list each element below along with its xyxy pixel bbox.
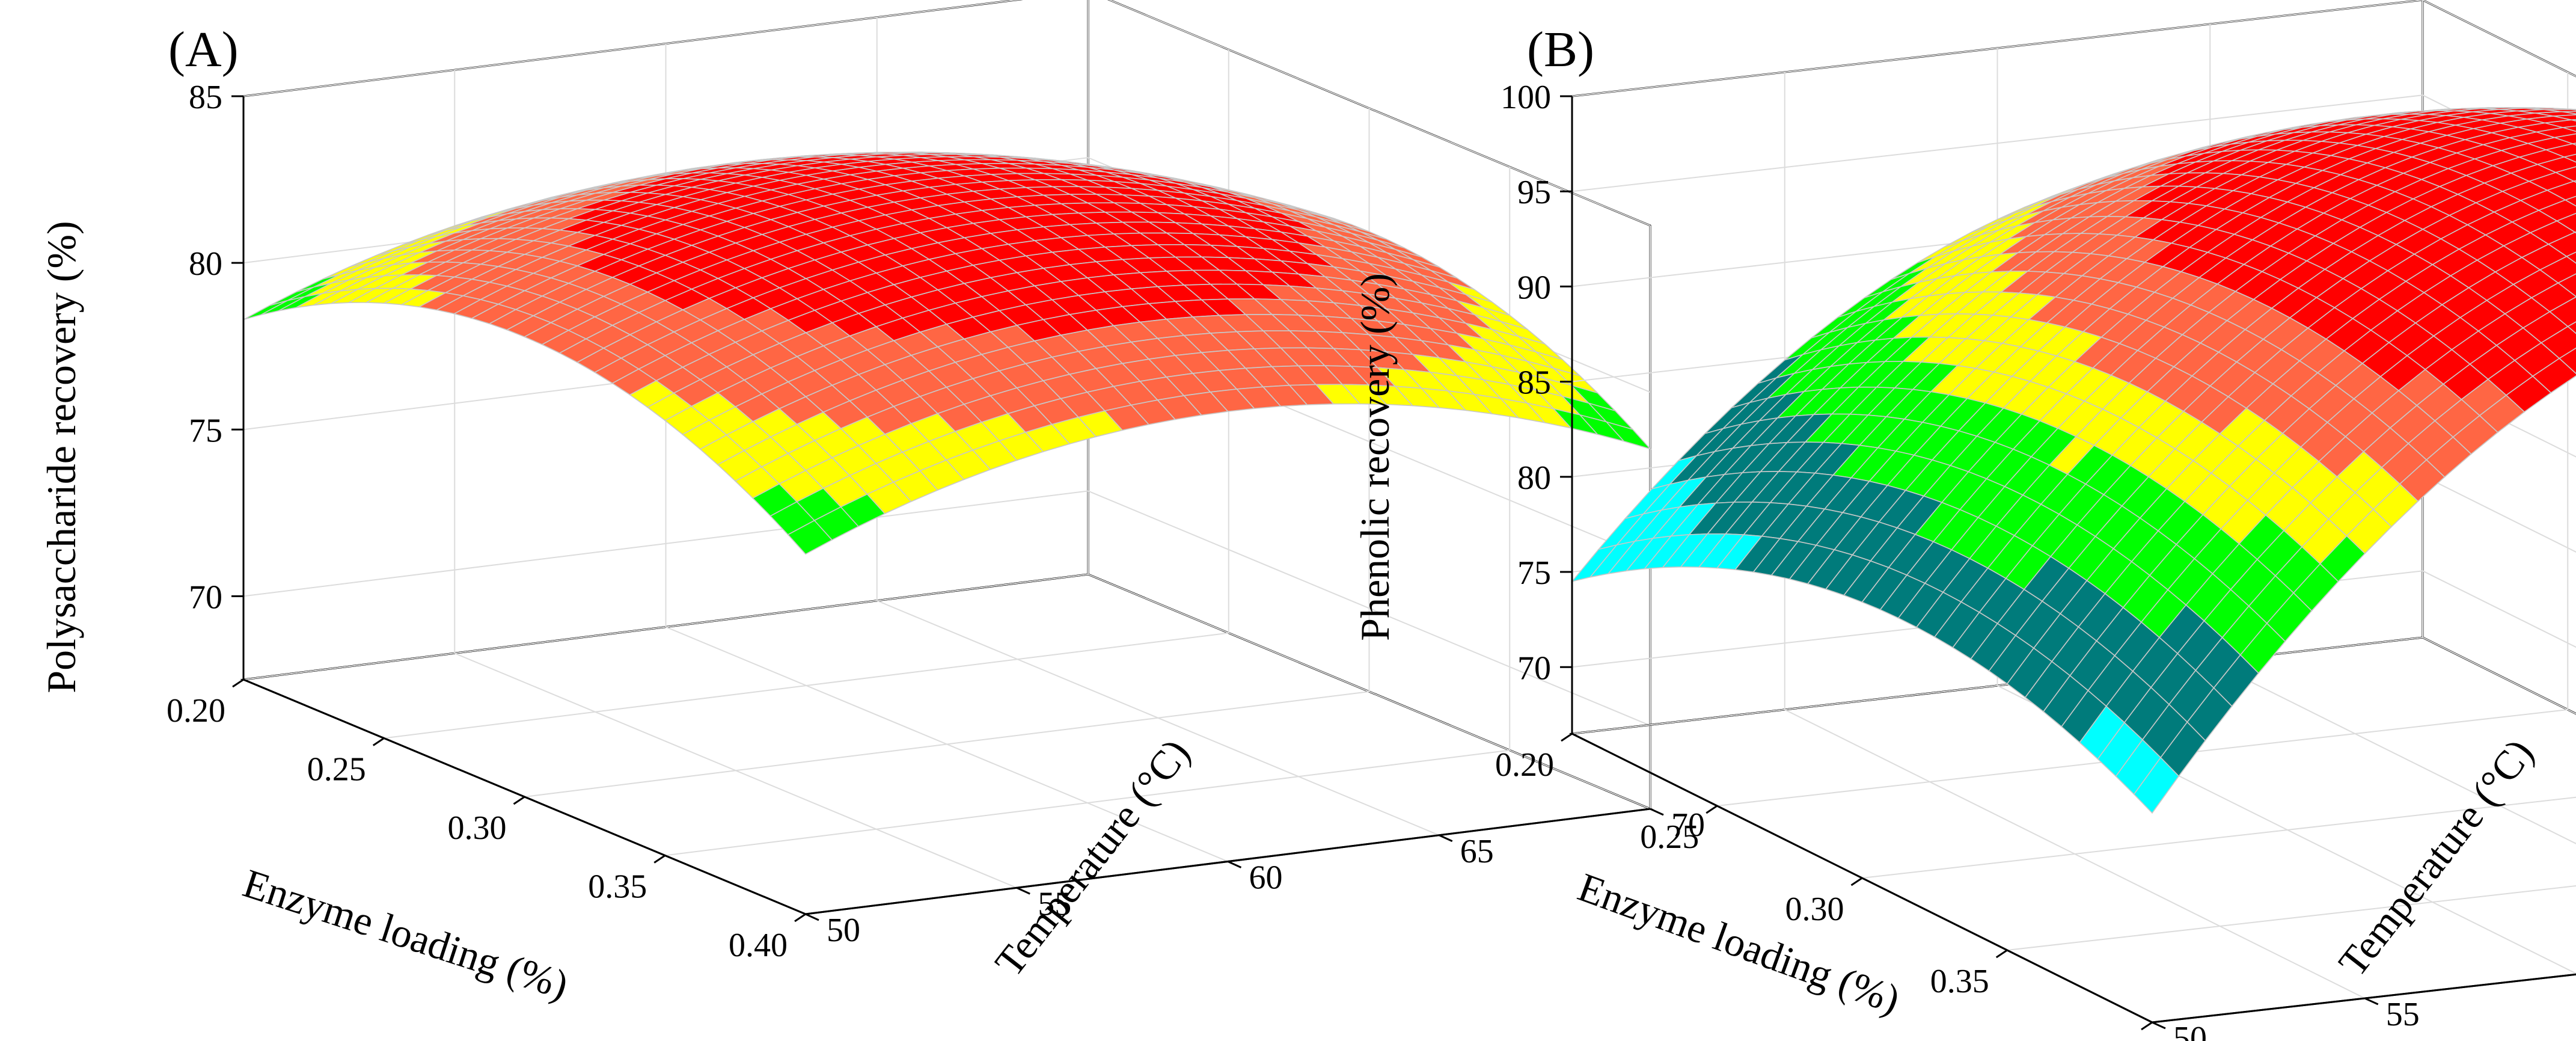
x-tick-label: 0.30 (1785, 891, 1844, 928)
z-axis-label: Polysaccharide recovery (%) (38, 221, 84, 693)
y-tick-mark (1016, 886, 1030, 895)
y-tick-label: 55 (2386, 996, 2420, 1033)
x-tick-label: 0.40 (2075, 1035, 2134, 1041)
gridline (243, 0, 1651, 226)
x-tick-label: 0.30 (448, 809, 507, 847)
x-tick-mark (1995, 949, 2008, 959)
x-tick-mark (1561, 732, 1573, 742)
y-tick-label: 50 (2173, 1020, 2207, 1041)
gridline (1571, 0, 2576, 97)
x-tick-label: 0.35 (1930, 963, 1989, 1000)
y-tick-mark (1439, 834, 1453, 843)
surface-patch (2565, 251, 2576, 264)
z-tick-label: 90 (1517, 269, 1551, 306)
tick-labels: 0.20 0.25 0.30 0.35 0.40 50 55 60 65 70 70 75 80 85 (167, 79, 1705, 964)
x-tick-label: 0.25 (307, 751, 366, 788)
response-surface (1570, 107, 2576, 814)
gridline (1571, 94, 2576, 192)
x-tick-label: 0.20 (1495, 746, 1554, 784)
gridline (243, 490, 1651, 726)
panel-label: (B) (1527, 22, 1594, 78)
response-surface (243, 152, 1652, 555)
y-tick-mark (2364, 997, 2379, 1006)
surface-patch (787, 520, 833, 555)
z-tick-label: 95 (1517, 174, 1551, 211)
y-tick-mark (805, 913, 819, 921)
gridline (2422, 637, 2576, 714)
x-tick-label: 0.40 (729, 927, 788, 964)
y-tick-label: 70 (1671, 806, 1705, 844)
z-tick-label: 70 (189, 579, 222, 616)
z-axis-label: Phenolic recovery (%) (1352, 273, 1398, 641)
y-tick-label: 55 (1038, 885, 1071, 923)
surface-patch (2567, 321, 2576, 334)
x-tick-mark (513, 796, 525, 805)
x-tick-mark (1850, 877, 1863, 886)
x-tick-mark (372, 737, 385, 746)
x-axis-label: Enzyme loading (%) (1572, 864, 1906, 1022)
surface-patch (2564, 195, 2576, 207)
z-tick-label: 85 (189, 79, 222, 116)
gridline (1571, 570, 2576, 668)
y-axis-label: Temperature (°C) (2330, 730, 2542, 984)
y-tick-mark (1650, 808, 1664, 816)
x-tick-label: 0.35 (588, 868, 647, 906)
z-tick-label: 80 (1517, 459, 1551, 497)
gridline (1784, 709, 2366, 999)
y-axis-line (2152, 973, 2576, 1024)
x-tick-mark (1706, 805, 1718, 814)
y-tick-label: 50 (827, 912, 860, 949)
z-tick-label: 100 (1501, 79, 1551, 116)
x-tick-label: 0.20 (167, 692, 225, 729)
gridline (454, 653, 1017, 889)
z-tick-label: 75 (189, 412, 222, 449)
y-tick-mark (1227, 861, 1242, 868)
x-tick-mark (232, 678, 244, 688)
gridline (2007, 885, 2576, 951)
x-tick-mark (2141, 1021, 2153, 1031)
panel-b-chart: 0.200.250.300.350.4050556065707075808590… (1352, 0, 2576, 1041)
gridline (1088, 574, 1651, 809)
gridline (2209, 661, 2576, 844)
z-tick-label: 75 (1517, 554, 1551, 592)
x-tick-mark (653, 855, 666, 864)
tick-labels: 0.200.250.300.350.4050556065707075808590… (1495, 79, 2420, 1041)
surface-patch (2562, 153, 2576, 163)
z-tick-label: 85 (1517, 364, 1551, 402)
z-tick-label: 70 (1517, 649, 1551, 687)
x-tick-mark (794, 913, 806, 923)
y-tick-label: 60 (1249, 859, 1283, 897)
y-axis-label: Temperature (°C) (986, 730, 1199, 984)
panel-a-chart: 0.20 0.25 0.30 0.35 0.40 50 55 60 65 70 70 75 80 85 Po… (38, 0, 1705, 1008)
gridline (665, 626, 1228, 862)
surface-patch (2133, 757, 2180, 814)
x-tick-label: 0.25 (1640, 818, 1699, 856)
y-tick-mark (2152, 1021, 2166, 1030)
gridline (877, 600, 1440, 836)
panel-label: (A) (168, 22, 239, 78)
z-tick-label: 80 (189, 245, 222, 283)
x-axis-label: Enzyme loading (%) (238, 860, 574, 1008)
y-tick-label: 65 (1460, 833, 1494, 870)
